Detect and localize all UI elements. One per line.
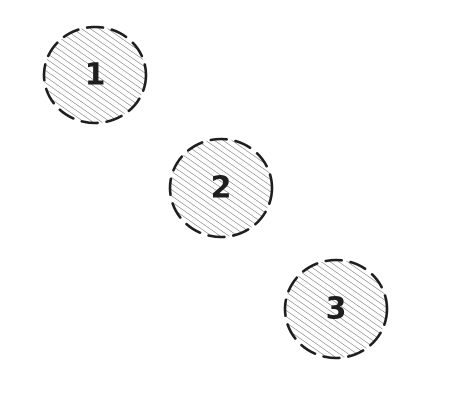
node-1-fill: [44, 27, 146, 123]
node-3[interactable]: 3: [283, 258, 389, 360]
node-3-fill: [285, 260, 387, 358]
node-1[interactable]: 1: [42, 25, 148, 125]
node-1-label: 1: [85, 58, 106, 93]
node-1-border: [42, 25, 148, 125]
node-2-border: [168, 137, 274, 239]
node-2-fill: [170, 139, 272, 237]
node-2-label: 2: [211, 171, 232, 206]
node-2[interactable]: 2: [168, 137, 274, 239]
node-3-label: 3: [326, 292, 347, 327]
node-3-border: [283, 258, 389, 360]
